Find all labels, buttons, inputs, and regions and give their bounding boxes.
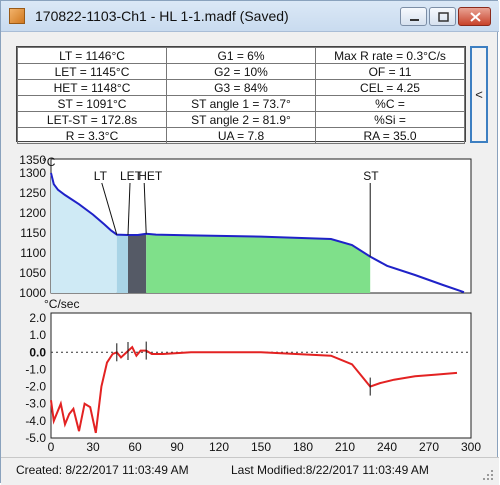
x-tick-label: 0 bbox=[48, 440, 55, 453]
phase-region bbox=[116, 234, 128, 293]
temperature-series-line bbox=[50, 172, 465, 294]
stats-cell: HET = 1148°C bbox=[17, 79, 167, 96]
stats-cell: UA = 7.8 bbox=[166, 127, 316, 144]
top-y-tick-label: 1150 bbox=[20, 226, 46, 240]
bottom-y-tick-label: 0.0 bbox=[29, 345, 46, 359]
stats-row: LET-ST = 172.8s ST angle 2 = 81.9° %Si = bbox=[17, 111, 465, 128]
bottom-y-axis-label: °C/sec bbox=[44, 297, 79, 311]
bottom-plot-frame bbox=[50, 312, 472, 439]
top-y-tick-label: 1050 bbox=[19, 266, 46, 280]
stats-cell: Max R rate = 0.3°C/s bbox=[315, 47, 465, 64]
bottom-y-tick-label: -2.0 bbox=[25, 380, 46, 394]
title-bar[interactable]: 170822-1103-Ch1 - HL 1-1.madf (Saved) bbox=[1, 1, 499, 32]
stats-cell: %Si = bbox=[315, 111, 465, 128]
phase-region bbox=[128, 233, 147, 293]
phase-region bbox=[51, 173, 117, 293]
resize-grip-icon[interactable] bbox=[481, 468, 495, 482]
stats-cell: LET-ST = 172.8s bbox=[17, 111, 167, 128]
stats-cell: G2 = 10% bbox=[166, 63, 316, 80]
maximize-icon bbox=[438, 12, 449, 22]
status-created: Created: 8/22/2017 11:03:49 AM bbox=[16, 463, 189, 477]
top-y-tick-label: 1300 bbox=[19, 166, 46, 180]
x-tick-label: 150 bbox=[251, 440, 271, 453]
stats-cell: ST angle 2 = 81.9° bbox=[166, 111, 316, 128]
stats-row: R = 3.3°C UA = 7.8 RA = 35.0 bbox=[17, 127, 465, 144]
marker-label-het: HET bbox=[138, 169, 163, 183]
stats-cell: R = 3.3°C bbox=[17, 127, 167, 144]
top-y-tick-label: 1250 bbox=[19, 186, 46, 200]
cooling-rate-series-line bbox=[50, 345, 458, 434]
plot-area: °C 1350 1300 1250 1200 1150 1100 1050 1000 LT LET H… bbox=[16, 153, 486, 454]
stats-cell: OF = 11 bbox=[315, 63, 465, 80]
x-tick-label: 30 bbox=[86, 440, 100, 453]
stats-row: ST = 1091°C ST angle 1 = 73.7° %C = bbox=[17, 95, 465, 112]
stats-cell: %C = bbox=[315, 95, 465, 112]
top-y-tick-label: 1350 bbox=[19, 153, 46, 167]
x-tick-label: 240 bbox=[377, 440, 397, 453]
x-tick-label: 120 bbox=[209, 440, 229, 453]
bottom-y-tick-label: 1.0 bbox=[29, 328, 46, 342]
marker-label-st: ST bbox=[363, 169, 379, 183]
marker-line-lt bbox=[101, 182, 118, 235]
stats-row: LT = 1146°C G1 = 6% Max R rate = 0.3°C/s bbox=[17, 47, 465, 64]
x-tick-label: 270 bbox=[419, 440, 439, 453]
stats-cell: RA = 35.0 bbox=[315, 127, 465, 144]
stats-row: LET = 1145°C G2 = 10% OF = 11 bbox=[17, 63, 465, 80]
stats-table: LT = 1146°C G1 = 6% Max R rate = 0.3°C/s LE… bbox=[16, 46, 466, 144]
collapse-panel-button[interactable]: < bbox=[470, 46, 488, 143]
stats-cell: CEL = 4.25 bbox=[315, 79, 465, 96]
app-icon bbox=[9, 8, 25, 24]
stats-cell: LET = 1145°C bbox=[17, 63, 167, 80]
stats-cell: LT = 1146°C bbox=[17, 47, 167, 64]
maximize-button[interactable] bbox=[429, 7, 456, 26]
stats-cell: ST = 1091°C bbox=[17, 95, 167, 112]
status-modified: Last Modified:8/22/2017 11:03:49 AM bbox=[231, 463, 429, 477]
marker-line-het bbox=[143, 182, 147, 234]
top-y-tick-label: 1200 bbox=[19, 206, 46, 220]
status-bar: Created: 8/22/2017 11:03:49 AM Last Modi… bbox=[1, 457, 499, 485]
bottom-y-tick-label: -4.0 bbox=[25, 414, 46, 428]
top-y-axis-label: °C bbox=[42, 155, 56, 169]
marker-label-let: LET bbox=[120, 169, 143, 183]
minimize-icon bbox=[410, 19, 419, 21]
close-icon bbox=[470, 12, 481, 22]
marker-line-let bbox=[127, 182, 131, 236]
marker-label-lt: LT bbox=[94, 169, 108, 183]
bottom-y-tick-label: 2.0 bbox=[29, 311, 46, 325]
bottom-y-tick-label: -3.0 bbox=[25, 397, 46, 411]
top-y-tick-label: 1100 bbox=[20, 246, 46, 260]
bottom-y-tick-label: -1.0 bbox=[25, 362, 46, 376]
stats-row: HET = 1148°C G3 = 84% CEL = 4.25 bbox=[17, 79, 465, 96]
stats-cell: ST angle 1 = 73.7° bbox=[166, 95, 316, 112]
minimize-button[interactable] bbox=[400, 7, 427, 26]
window-title: 170822-1103-Ch1 - HL 1-1.madf (Saved) bbox=[35, 8, 289, 24]
x-tick-label: 210 bbox=[335, 440, 355, 453]
x-tick-label: 180 bbox=[293, 440, 313, 453]
phase-region bbox=[146, 233, 371, 293]
x-tick-label: 60 bbox=[128, 440, 142, 453]
stats-cell: G1 = 6% bbox=[166, 47, 316, 64]
bottom-y-tick-label: -5.0 bbox=[25, 431, 46, 445]
stats-cell: G3 = 84% bbox=[166, 79, 316, 96]
x-tick-label: 90 bbox=[170, 440, 184, 453]
close-button[interactable] bbox=[458, 7, 491, 26]
top-y-tick-label: 1000 bbox=[19, 286, 46, 300]
x-tick-label: 300 bbox=[461, 440, 481, 453]
